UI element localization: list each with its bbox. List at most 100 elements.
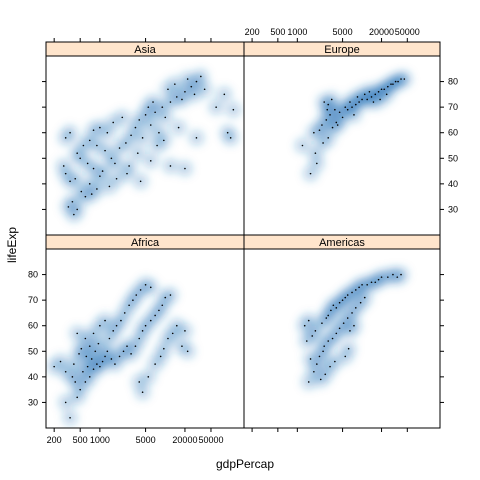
data-point xyxy=(313,132,315,134)
data-point xyxy=(147,106,149,108)
data-point xyxy=(331,99,333,101)
data-point xyxy=(116,325,118,327)
data-point xyxy=(194,94,196,96)
data-point xyxy=(315,152,317,154)
data-point xyxy=(142,137,144,139)
data-point xyxy=(96,145,98,147)
data-point xyxy=(83,145,85,147)
data-point xyxy=(116,178,118,180)
data-point xyxy=(353,114,355,116)
data-point xyxy=(400,274,402,276)
data-point xyxy=(89,183,91,185)
panel-frame-europe xyxy=(244,56,440,235)
data-point xyxy=(147,376,149,378)
data-point xyxy=(74,178,76,180)
density-layer-europe xyxy=(295,72,411,181)
data-point xyxy=(357,96,359,98)
data-point xyxy=(145,325,147,327)
data-point xyxy=(81,191,83,193)
data-point xyxy=(154,363,156,365)
data-point xyxy=(89,376,91,378)
data-point xyxy=(145,284,147,286)
data-point xyxy=(319,356,321,358)
data-point xyxy=(322,350,324,352)
data-point xyxy=(167,338,169,340)
data-point xyxy=(342,299,344,301)
data-point xyxy=(65,137,67,139)
data-point xyxy=(334,109,336,111)
data-point xyxy=(224,94,226,96)
data-point xyxy=(69,181,71,183)
data-point xyxy=(81,348,83,350)
data-point xyxy=(371,96,373,98)
data-point xyxy=(184,330,186,332)
data-point xyxy=(111,358,113,360)
data-point xyxy=(378,279,380,281)
data-point xyxy=(120,320,122,322)
x-tick-label: 200 xyxy=(245,27,260,37)
data-point xyxy=(104,150,106,152)
data-point xyxy=(327,104,329,106)
data-point xyxy=(63,165,65,167)
data-point xyxy=(316,363,318,365)
data-point xyxy=(344,297,346,299)
data-point xyxy=(302,145,304,147)
data-point xyxy=(316,163,318,165)
x-tick-label: 1000 xyxy=(287,27,307,37)
data-point xyxy=(361,99,363,101)
data-point xyxy=(161,106,163,108)
data-point xyxy=(79,389,81,391)
data-point xyxy=(395,81,397,83)
data-point xyxy=(355,307,357,309)
y-tick-label: 50 xyxy=(448,153,458,163)
data-point xyxy=(339,302,341,304)
data-point xyxy=(319,129,321,131)
data-point xyxy=(322,142,324,144)
strip-label-europe: Europe xyxy=(324,44,359,56)
data-point xyxy=(374,94,376,96)
data-point xyxy=(381,88,383,90)
data-point xyxy=(187,350,189,352)
data-point xyxy=(330,310,332,312)
data-point xyxy=(96,188,98,190)
data-point xyxy=(321,124,323,126)
data-point xyxy=(123,350,125,352)
data-point xyxy=(125,142,127,144)
data-point xyxy=(360,302,362,304)
panel-asia: Asia xyxy=(46,42,244,235)
data-point xyxy=(109,186,111,188)
data-point xyxy=(126,173,128,175)
data-point xyxy=(163,140,165,142)
data-point xyxy=(89,140,91,142)
y-tick-label: 70 xyxy=(28,295,38,305)
data-point xyxy=(76,209,78,211)
data-point xyxy=(107,132,109,134)
panel-africa: Africa xyxy=(46,235,244,428)
data-point xyxy=(332,127,334,129)
data-point xyxy=(355,104,357,106)
data-point xyxy=(176,325,178,327)
data-point xyxy=(160,356,162,358)
data-point xyxy=(233,109,235,111)
y-tick-label: 50 xyxy=(28,346,38,356)
x-tick-label: 50000 xyxy=(198,435,223,445)
data-point xyxy=(114,163,116,165)
x-tick-label: 50000 xyxy=(395,27,420,37)
data-point xyxy=(196,81,198,83)
data-point xyxy=(104,320,106,322)
panel-americas: Americas xyxy=(244,235,440,428)
data-point xyxy=(128,304,130,306)
data-point xyxy=(381,276,383,278)
data-point xyxy=(93,168,95,170)
data-point xyxy=(79,157,81,159)
data-point xyxy=(400,78,402,80)
data-point xyxy=(163,348,165,350)
x-tick-label: 500 xyxy=(270,27,285,37)
x-tick-label: 5000 xyxy=(333,27,353,37)
data-point xyxy=(347,317,349,319)
data-point xyxy=(392,83,394,85)
data-point xyxy=(339,111,341,113)
data-point xyxy=(336,333,338,335)
data-point xyxy=(170,165,172,167)
